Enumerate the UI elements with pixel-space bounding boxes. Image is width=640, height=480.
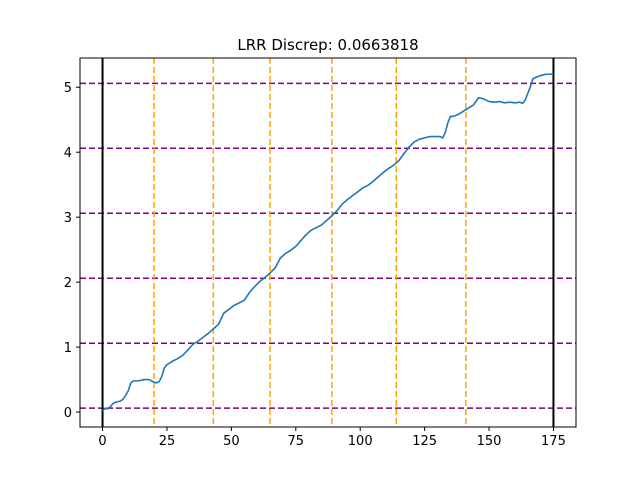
x-tick-label-75: 75 bbox=[288, 434, 305, 449]
x-tick-label-0: 0 bbox=[98, 434, 106, 449]
y-tick-label-4: 4 bbox=[64, 146, 72, 161]
chart-title: LRR Discrep: 0.0663818 bbox=[237, 36, 418, 54]
x-tick-label-50: 50 bbox=[223, 434, 240, 449]
vertical-reference-lines bbox=[153, 58, 467, 427]
y-tick-label-5: 5 bbox=[64, 81, 72, 96]
x-tick-label-125: 125 bbox=[412, 434, 437, 449]
y-tick-label-3: 3 bbox=[64, 211, 72, 226]
y-axis-ticks: 0 1 2 3 4 5 bbox=[64, 81, 80, 421]
series-group bbox=[101, 72, 554, 412]
horizontal-reference-lines bbox=[80, 82, 576, 409]
x-tick-label-25: 25 bbox=[159, 434, 176, 449]
plot-frame bbox=[79, 57, 577, 428]
x-tick-label-175: 175 bbox=[541, 434, 566, 449]
boundary-lines bbox=[101, 58, 555, 427]
y-tick-label-0: 0 bbox=[64, 406, 72, 421]
y-tick-label-2: 2 bbox=[64, 276, 72, 291]
x-tick-label-100: 100 bbox=[348, 434, 373, 449]
x-axis-ticks: 0 25 50 75 100 125 150 175 bbox=[98, 427, 566, 449]
x-tick-label-150: 150 bbox=[477, 434, 502, 449]
series-line-0 bbox=[101, 72, 554, 412]
y-tick-label-1: 1 bbox=[64, 341, 72, 356]
